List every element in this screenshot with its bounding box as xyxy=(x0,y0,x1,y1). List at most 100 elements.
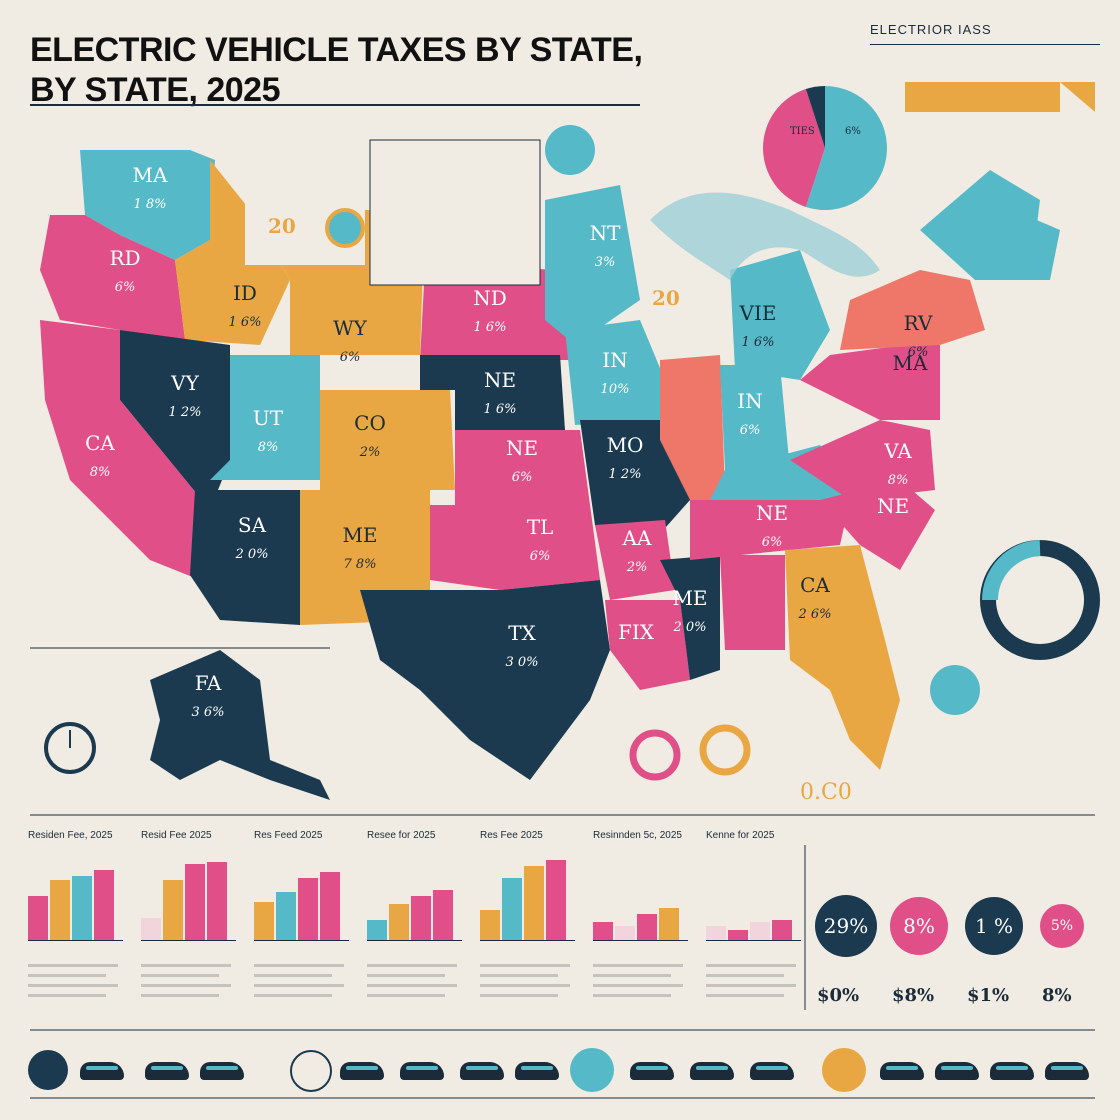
stat-circle: 5% xyxy=(1040,904,1084,948)
bottom-gauge-icon xyxy=(290,1050,332,1092)
state-NE1[interactable] xyxy=(420,355,565,430)
state-pct-FA: 3 6% xyxy=(191,705,224,720)
state-ME-upper[interactable] xyxy=(990,200,1060,280)
state-VY[interactable] xyxy=(120,330,230,510)
state-NE3[interactable] xyxy=(690,500,850,560)
state-pct-IN2: 6% xyxy=(740,423,761,438)
bar-card-chart xyxy=(706,860,806,940)
bar-card-chart xyxy=(254,860,354,940)
bar xyxy=(72,876,92,940)
state-CA[interactable] xyxy=(40,320,210,580)
stat-circle-caption: 8% xyxy=(1042,985,1072,1006)
state-pct-AA: 2% xyxy=(626,560,648,575)
state-ID[interactable] xyxy=(175,160,290,345)
state-NT[interactable] xyxy=(545,185,640,345)
ev-car-icon xyxy=(880,1062,924,1080)
state-pct-ND: 1 6% xyxy=(473,320,506,335)
bar xyxy=(141,918,161,940)
top-right-pie xyxy=(763,86,888,211)
state-CO[interactable] xyxy=(320,390,455,490)
state-FL[interactable] xyxy=(790,640,900,770)
state-label-MO: MO xyxy=(607,433,644,457)
bar-card-chart xyxy=(367,860,467,940)
bar xyxy=(298,878,318,940)
state-VA[interactable] xyxy=(790,420,935,500)
ev-car-icon xyxy=(1045,1062,1089,1080)
text-line xyxy=(706,964,796,967)
state-pct-CO: 2% xyxy=(359,445,381,460)
state-FIX[interactable] xyxy=(605,600,690,690)
bar xyxy=(728,930,748,940)
state-label-NT: NT xyxy=(590,221,622,245)
text-line xyxy=(254,964,344,967)
state-CA2[interactable] xyxy=(785,545,885,660)
state-MO[interactable] xyxy=(580,420,690,545)
state-label-NE1: NE xyxy=(484,368,516,392)
state-RD[interactable] xyxy=(40,215,185,340)
state-IL[interactable] xyxy=(660,355,725,520)
bar-card-chart xyxy=(480,860,580,940)
bar xyxy=(546,860,566,940)
state-pct-NE1: 1 6% xyxy=(483,402,516,417)
state-IN1[interactable] xyxy=(565,320,665,425)
bar-card-title: Res Feed 2025 xyxy=(254,830,323,841)
state-MA2[interactable] xyxy=(800,340,940,420)
bar-card-title: Residen Fee, 2025 xyxy=(28,830,113,841)
ev-car-icon xyxy=(750,1062,794,1080)
text-line xyxy=(480,974,558,977)
text-line xyxy=(593,984,683,987)
bar xyxy=(94,870,114,940)
bar xyxy=(593,922,613,940)
state-pct-ME2: 2 0% xyxy=(672,620,706,635)
state-NE4[interactable] xyxy=(820,480,935,570)
stat-circle: 8% xyxy=(890,897,948,955)
state-AA[interactable] xyxy=(595,520,675,600)
state-label-IN2: IN xyxy=(737,389,762,413)
teal-dot xyxy=(930,665,980,715)
inset-panel xyxy=(369,139,541,286)
state-IN2[interactable] xyxy=(720,365,790,470)
state-label-UT: UT xyxy=(253,406,284,430)
ev-car-icon xyxy=(460,1062,504,1080)
bar xyxy=(367,920,387,940)
state-VIE[interactable] xyxy=(730,250,830,380)
stat-circle: 1 % xyxy=(965,897,1023,955)
text-line xyxy=(141,974,219,977)
bar xyxy=(480,910,500,940)
state-NE-upper[interactable] xyxy=(920,170,1040,280)
state-label-TL: TL xyxy=(527,515,554,539)
state-UT[interactable] xyxy=(210,355,320,480)
bottom-badge-3 xyxy=(822,1048,866,1092)
text-line xyxy=(28,994,106,997)
state-label-RD: RD xyxy=(109,246,140,270)
bar xyxy=(254,902,274,940)
state-label-MA2: MA xyxy=(893,351,928,375)
ev-car-icon xyxy=(690,1062,734,1080)
state-pct-RD: 6% xyxy=(115,280,136,295)
state-ME2[interactable] xyxy=(660,555,720,680)
state-MA[interactable] xyxy=(80,150,215,260)
state-AL[interactable] xyxy=(720,555,785,650)
bar-card: Res Feed 2025 xyxy=(254,830,364,1000)
state-RV[interactable] xyxy=(840,270,985,350)
text-line xyxy=(28,984,118,987)
pie-label-2: 6% xyxy=(845,126,861,137)
state-pct-MO: 1 2% xyxy=(608,467,641,482)
text-line xyxy=(141,964,231,967)
state-NE2[interactable] xyxy=(455,430,590,505)
bar xyxy=(163,880,183,940)
ev-car-icon xyxy=(400,1062,444,1080)
bar xyxy=(276,892,296,940)
state-label-VY: VY xyxy=(170,371,199,395)
state-TL[interactable] xyxy=(430,505,600,590)
state-SA[interactable] xyxy=(190,490,300,625)
bar-card-chart xyxy=(28,860,128,940)
bar-card-title: Resee for 2025 xyxy=(367,830,436,841)
state-pct-SA: 2 0% xyxy=(234,547,268,562)
state-pct-NE3: 6% xyxy=(762,535,783,550)
state-label-ME2: ME xyxy=(672,586,707,610)
state-TX[interactable] xyxy=(360,580,610,780)
state-ND[interactable] xyxy=(420,265,575,360)
state-FA[interactable] xyxy=(150,650,330,800)
bar xyxy=(433,890,453,940)
